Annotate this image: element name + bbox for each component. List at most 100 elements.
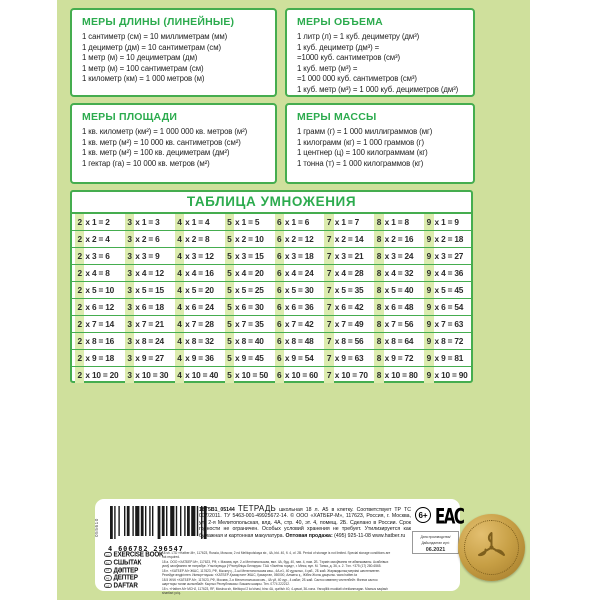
multiplication-cell: 5 x 1 = 5: [222, 214, 272, 230]
wholesale-label: Оптовая продажа:: [285, 532, 333, 539]
multiplication-cell: 6 x 4 = 24: [272, 265, 322, 281]
measure-line: 1 куб. метр (м³) = 1 000 куб. дециметров…: [297, 84, 459, 94]
multiplication-cell: 3 x 5 = 15: [122, 282, 172, 298]
factor-highlight: 4: [174, 214, 185, 230]
measure-box: МЕРЫ ДЛИНЫ (ЛИНЕЙНЫЕ) 1 сантиметр (см) = …: [70, 8, 277, 97]
multiplication-cell: 6 x 2 = 12: [272, 231, 322, 247]
multiplication-cell: 2 x 4 = 8: [72, 265, 122, 281]
factor-highlight: 5: [224, 367, 235, 383]
multiplication-cell: 4 x 8 = 32: [172, 333, 222, 349]
multiplication-cell: 9 x 3 = 27: [421, 248, 471, 264]
factor-highlight: 8: [374, 231, 384, 247]
multiplication-cell: 6 x 9 = 54: [272, 350, 322, 366]
factor-highlight: 6: [274, 248, 284, 264]
factor-highlight: 9: [424, 367, 434, 383]
measure-line: 1 километр (км) = 1 000 метров (м): [82, 74, 205, 83]
multiplication-cell: 4 x 5 = 20: [172, 282, 222, 298]
language-labels: en EXERCISE BOOK by СШЫТАК kz ДӘПТЕР kg ДЕПТЕР u…: [104, 550, 164, 590]
multiplication-cell: 6 x 5 = 30: [272, 282, 322, 298]
factor-highlight: 2: [75, 350, 85, 366]
multiplication-cell: 3 x 2 = 6: [122, 231, 172, 247]
production-date-label-kz: Дайындалған күні:: [421, 541, 450, 545]
multiplication-cell: 8 x 9 = 72: [371, 350, 421, 366]
factor-highlight: 3: [124, 367, 135, 383]
production-date-label-ru: Дата производства/: [420, 534, 451, 539]
multiplication-cell: 2 x 9 = 18: [72, 350, 122, 366]
multiplication-cell: 2 x 6 = 12: [72, 299, 122, 315]
multiplication-cell: 7 x 1 = 7: [321, 214, 371, 230]
language-label: EXERCISE BOOK: [113, 550, 164, 560]
measure-line: 1 кв. метр (м²) = 10 000 кв. сантиметров…: [82, 137, 241, 147]
table-row: 2 x 10 = 20 3 x 10 = 30 4 x 10 = 40 5 x 10 …: [72, 367, 471, 383]
measure-box: МЕРЫ МАССЫ 1 грамм (г) = 1 000 миллиграмм…: [285, 103, 475, 184]
measure-line: 1 дециметр (дм) = 10 сантиметрам (см): [82, 42, 221, 52]
factor-highlight: 6: [274, 367, 284, 383]
measure-line: 1 тонна (т) = 1 000 килограммов (кг): [297, 158, 424, 168]
multiplication-cell: 5 x 8 = 40: [222, 333, 272, 349]
factor-highlight: 6: [274, 231, 284, 247]
product-info-paragraph: 18Т5В1_05144 ТЕТРАДЬ школьная 18 л. А5 в…: [199, 504, 411, 539]
table-row: 2 x 9 = 18 3 x 9 = 27 4 x 9 = 36 5 x 9 = 45…: [72, 350, 471, 367]
product-name: ТЕТРАДЬ: [237, 504, 277, 513]
multiplication-cell: 5 x 6 = 30: [222, 299, 272, 315]
factor-highlight: 4: [174, 299, 185, 315]
medal-emblem-icon: [478, 532, 505, 557]
factor-highlight: 6: [274, 214, 284, 230]
publisher-info-panel: 055610 4 606782 296547 en EXERCISE BOOK by…: [93, 499, 465, 595]
legal-line: 18 sh. LTD «Hatber-M», 117623, Russia, M…: [162, 551, 391, 559]
print-run-number: 055610: [93, 518, 99, 537]
multiplication-cell: 3 x 1 = 3: [122, 214, 172, 230]
factor-highlight: 2: [75, 299, 85, 315]
multiplication-cell: 7 x 9 = 63: [321, 350, 371, 366]
multiplication-cell: 8 x 10 = 80: [371, 367, 421, 383]
production-date-value: 06.2021: [425, 547, 446, 553]
language-item: kz ДӘПТЕР: [104, 566, 163, 574]
factor-highlight: 9: [424, 299, 434, 315]
factor-highlight: 3: [124, 214, 135, 230]
factor-highlight: 2: [75, 265, 85, 281]
multiplication-cell: 3 x 8 = 24: [122, 333, 172, 349]
table-row: 2 x 6 = 12 3 x 6 = 18 4 x 6 = 24 5 x 6 = 30…: [72, 299, 471, 316]
multiplication-cell: 6 x 7 = 42: [272, 316, 322, 332]
language-label: ДӘПТЕР: [113, 566, 139, 575]
measure-line: =1 000 000 куб. сантиметров (см³): [297, 74, 417, 83]
measure-line: 1 грамм (г) = 1 000 миллиграммов (мг): [297, 127, 433, 136]
factor-highlight: 4: [174, 231, 185, 247]
factor-highlight: 3: [124, 350, 135, 366]
factor-highlight: 9: [424, 265, 434, 281]
multiplication-cell: 2 x 2 = 4: [72, 231, 122, 247]
factor-highlight: 7: [324, 350, 334, 366]
multiplication-cell: 5 x 7 = 35: [222, 316, 272, 332]
language-code-icon: kz: [104, 567, 112, 573]
multiplication-cell: 3 x 9 = 27: [122, 350, 172, 366]
factor-highlight: 8: [374, 282, 384, 298]
multiplication-cell: 5 x 4 = 20: [222, 265, 272, 281]
measure-line: 1 сантиметр (см) = 10 миллиметрам (мм): [82, 32, 228, 41]
multiplication-cell: 4 x 9 = 36: [172, 350, 222, 366]
age-rating-icon: 6+: [415, 507, 431, 523]
multiplication-cell: 8 x 3 = 24: [371, 248, 421, 264]
multiplication-cell: 5 x 9 = 45: [222, 350, 272, 366]
factor-highlight: 6: [274, 350, 284, 366]
multiplication-cell: 9 x 2 = 18: [421, 231, 471, 247]
multiplication-cell: 4 x 2 = 8: [172, 231, 222, 247]
eac-conformity-icon: ЕАС: [435, 504, 465, 530]
factor-highlight: 4: [174, 265, 185, 281]
factor-highlight: 3: [124, 333, 135, 349]
multiplication-cell: 2 x 1 = 2: [72, 214, 122, 230]
multiplication-cell: 4 x 3 = 12: [172, 248, 222, 264]
language-code-icon: kg: [104, 575, 112, 581]
language-code-icon: by: [104, 559, 112, 566]
language-item: kg ДЕПТЕР: [104, 574, 163, 582]
factor-highlight: 8: [374, 214, 384, 230]
multiplication-cell: 4 x 6 = 24: [172, 299, 222, 315]
measure-box-title: МЕРЫ ДЛИНЫ (ЛИНЕЙНЫЕ): [82, 16, 235, 28]
factor-highlight: 3: [124, 316, 135, 332]
measure-line: 1 куб. дециметр (дм³) =: [297, 42, 380, 52]
measure-line: 1 гектар (га) = 10 000 кв. метров (м²): [82, 158, 210, 168]
factor-highlight: 3: [124, 299, 135, 315]
language-item: by СШЫТАК: [104, 558, 163, 567]
